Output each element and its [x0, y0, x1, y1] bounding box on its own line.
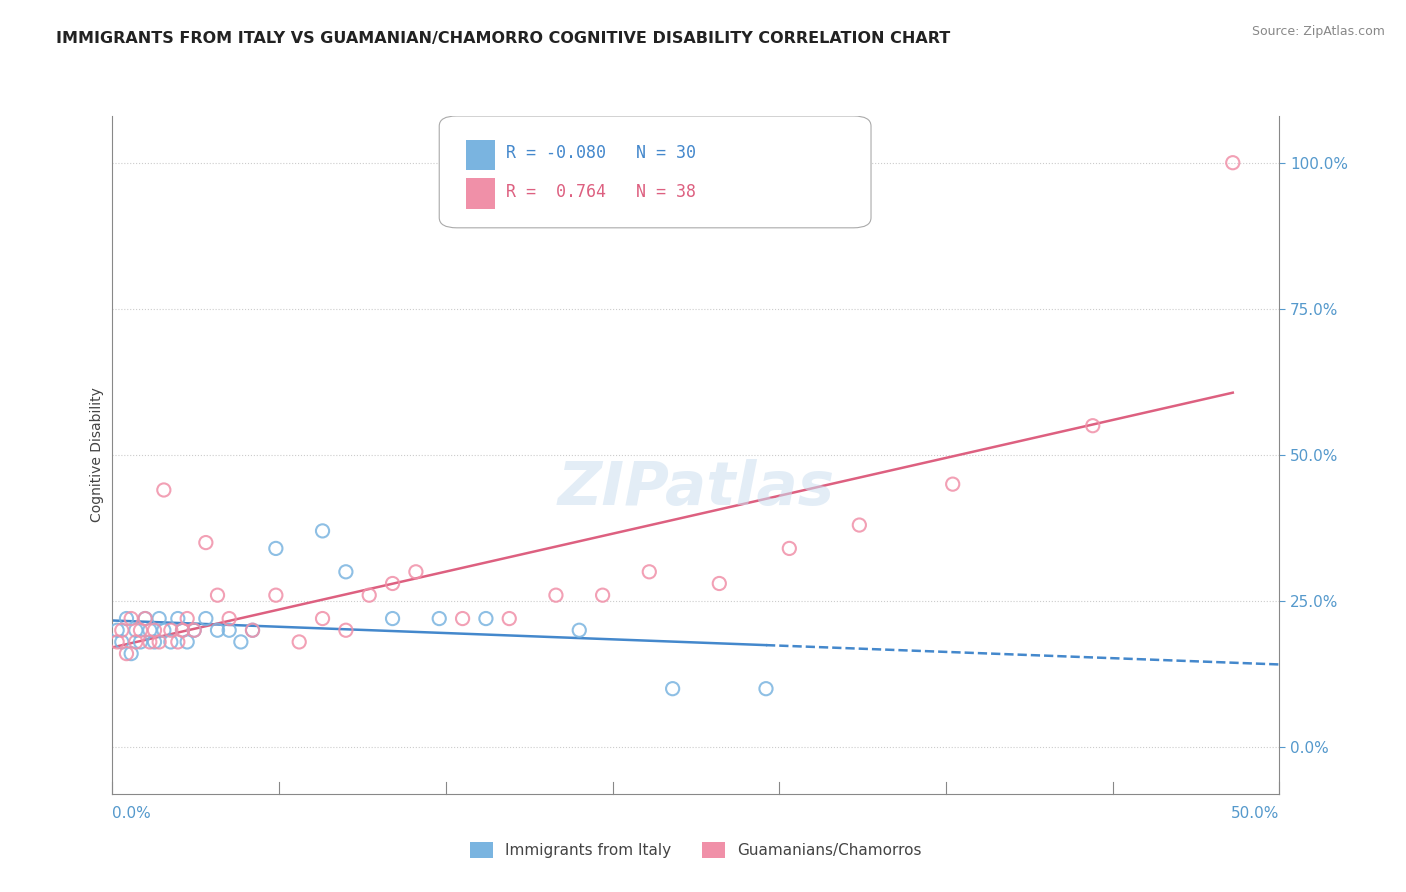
Point — [229, 635, 252, 649]
Point — [498, 611, 520, 625]
Point — [148, 635, 170, 649]
Point — [166, 635, 188, 649]
Text: R = -0.080   N = 30: R = -0.080 N = 30 — [506, 145, 696, 162]
Point — [120, 611, 142, 625]
Point — [218, 624, 240, 638]
Point — [183, 624, 205, 638]
Point — [218, 611, 240, 625]
Point — [139, 635, 162, 649]
Point — [942, 477, 965, 491]
Point — [207, 588, 229, 602]
Y-axis label: Cognitive Disability: Cognitive Disability — [90, 387, 104, 523]
Point — [148, 611, 170, 625]
Point — [111, 635, 134, 649]
FancyBboxPatch shape — [465, 140, 495, 170]
Point — [335, 624, 357, 638]
Point — [207, 624, 229, 638]
FancyBboxPatch shape — [465, 178, 495, 209]
Point — [451, 611, 474, 625]
Text: 0.0%: 0.0% — [112, 805, 152, 821]
Point — [194, 535, 217, 549]
Point — [288, 635, 311, 649]
Point — [709, 576, 731, 591]
Text: ZIPatlas: ZIPatlas — [557, 459, 835, 518]
FancyBboxPatch shape — [439, 116, 870, 227]
Point — [381, 611, 404, 625]
Point — [160, 635, 183, 649]
Point — [172, 624, 194, 638]
Point — [568, 624, 591, 638]
Point — [105, 635, 128, 649]
Point — [160, 624, 183, 638]
Point — [129, 635, 152, 649]
Point — [166, 611, 188, 625]
Point — [311, 611, 333, 625]
Point — [125, 635, 148, 649]
Point — [381, 576, 404, 591]
Point — [592, 588, 614, 602]
Point — [475, 611, 498, 625]
Point — [848, 518, 870, 533]
Point — [120, 647, 142, 661]
Point — [778, 541, 800, 556]
Point — [172, 624, 194, 638]
Point — [1222, 155, 1244, 169]
Point — [264, 588, 287, 602]
Point — [405, 565, 427, 579]
Point — [139, 624, 162, 638]
Point — [115, 647, 138, 661]
Point — [176, 611, 198, 625]
Point — [242, 624, 264, 638]
Point — [311, 524, 333, 538]
Point — [125, 624, 148, 638]
Point — [242, 624, 264, 638]
Point — [544, 588, 567, 602]
Point — [638, 565, 661, 579]
Text: IMMIGRANTS FROM ITALY VS GUAMANIAN/CHAMORRO COGNITIVE DISABILITY CORRELATION CHA: IMMIGRANTS FROM ITALY VS GUAMANIAN/CHAMO… — [56, 31, 950, 46]
Point — [264, 541, 287, 556]
Point — [134, 611, 156, 625]
Point — [134, 611, 156, 625]
Point — [755, 681, 778, 696]
Point — [115, 611, 138, 625]
Text: 50.0%: 50.0% — [1232, 805, 1279, 821]
Legend: Immigrants from Italy, Guamanians/Chamorros: Immigrants from Italy, Guamanians/Chamor… — [464, 836, 928, 864]
Point — [153, 483, 176, 497]
Point — [1081, 418, 1104, 433]
Point — [105, 624, 128, 638]
Point — [129, 624, 152, 638]
Point — [194, 611, 217, 625]
Point — [111, 624, 134, 638]
Point — [427, 611, 450, 625]
Text: R =  0.764   N = 38: R = 0.764 N = 38 — [506, 183, 696, 201]
Point — [661, 681, 683, 696]
Point — [153, 624, 176, 638]
Point — [183, 624, 205, 638]
Text: Source: ZipAtlas.com: Source: ZipAtlas.com — [1251, 25, 1385, 38]
Point — [143, 624, 166, 638]
Point — [176, 635, 198, 649]
Point — [143, 635, 166, 649]
Point — [359, 588, 381, 602]
Point — [335, 565, 357, 579]
